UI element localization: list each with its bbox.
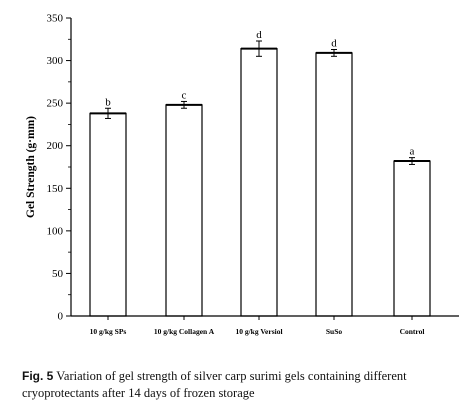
- bar: [165, 104, 203, 317]
- significance-label: d: [256, 29, 262, 41]
- y-axis-label: Gel Strength (g·mm): [25, 116, 37, 218]
- caption-text: Variation of gel strength of silver carp…: [22, 369, 407, 400]
- significance-label: b: [105, 96, 111, 108]
- significance-label: a: [410, 146, 415, 158]
- y-tick-label: 100: [47, 225, 64, 237]
- x-tick-label: 10 g/kg Versiol: [235, 327, 282, 336]
- axes: 0 50 100 150 200 250 300 350 10 g/kg SPs 10 g/kg …: [47, 13, 459, 336]
- x-tick-label: 10 g/kg SPs: [90, 327, 127, 336]
- figure-label: Fig. 5: [22, 369, 54, 383]
- bar: [393, 160, 431, 317]
- x-tick-label: 10 g/kg Collagen A: [154, 327, 215, 336]
- y-tick-label: 300: [47, 55, 64, 67]
- y-tick-label: 200: [47, 140, 64, 152]
- significance-label: c: [182, 89, 187, 101]
- y-tick-label: 50: [52, 268, 64, 280]
- bar: [240, 48, 278, 317]
- x-tick-label: SuSo: [326, 327, 343, 336]
- y-tick-label: 0: [58, 311, 64, 323]
- bar-chart: b c d d a 0 50 100 150 200 250 300 350 10 g/kg SPs 10…: [25, 13, 459, 336]
- bars: b c d d a: [89, 29, 431, 317]
- bar: [89, 112, 127, 317]
- x-tick-label: Control: [400, 327, 425, 336]
- figure-caption: Fig. 5 Variation of gel strength of silv…: [22, 368, 462, 402]
- y-tick-label: 350: [47, 13, 64, 25]
- bar: [315, 52, 353, 317]
- y-tick-label: 150: [47, 183, 64, 195]
- y-tick-label: 250: [47, 98, 64, 110]
- significance-label: d: [331, 38, 337, 50]
